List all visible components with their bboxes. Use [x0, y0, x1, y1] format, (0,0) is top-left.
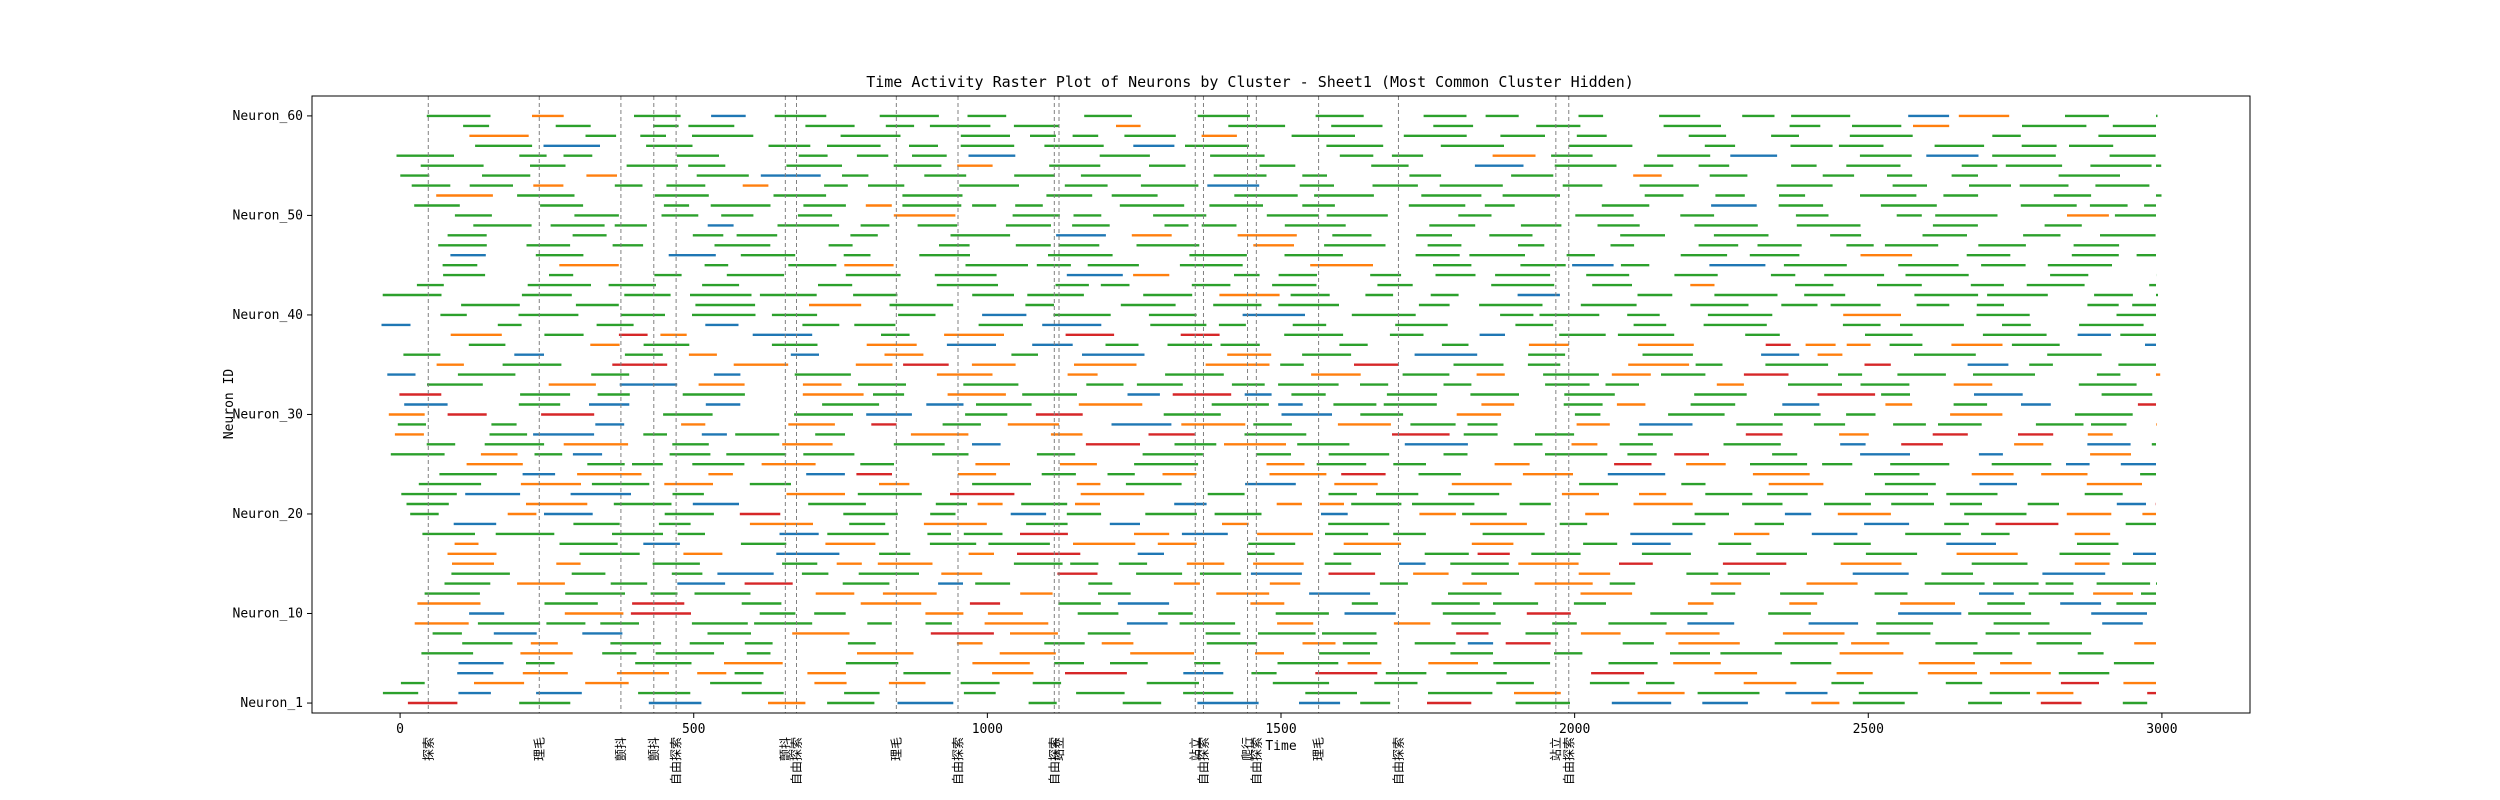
event-label: 站立 [1548, 737, 1563, 761]
y-tick-label: Neuron_20 [233, 507, 303, 522]
y-tick-label: Neuron_60 [233, 109, 303, 124]
x-tick-label: 2500 [1853, 722, 1884, 737]
x-tick-label: 3000 [2146, 722, 2177, 737]
event-label: 站立 [1187, 737, 1202, 761]
event-label: 站立 [1051, 737, 1066, 761]
event-label: 自由探索 [1391, 737, 1405, 785]
event-label: 自由探索 [1249, 737, 1263, 785]
event-label: 颤抖 [778, 737, 792, 761]
event-label: 理毛 [532, 737, 546, 761]
event-label: 理毛 [1312, 737, 1326, 761]
activity-segments [381, 114, 2162, 705]
y-axis-label: Neuron ID [222, 369, 237, 440]
event-label: 自由探索 [790, 737, 804, 785]
y-axis: Neuron_1 Neuron_10 Neuron_20 Neuron_30 Neuro… [233, 109, 312, 711]
x-axis-label: Time [1265, 739, 1296, 754]
x-tick-label: 1500 [1265, 722, 1296, 737]
event-label: 自由探索 [1562, 737, 1576, 785]
event-label: 探索 [421, 737, 435, 761]
x-tick-label: 500 [682, 722, 705, 737]
x-axis: 0 500 1000 1500 2000 2500 3000 [396, 713, 2178, 737]
event-label: 自由探索 [951, 737, 965, 785]
event-label: 自由探索 [1196, 737, 1210, 785]
event-label: 自由探索 [669, 737, 683, 785]
y-tick-label: Neuron_30 [233, 407, 303, 422]
x-tick-label: 0 [396, 722, 404, 737]
y-tick-label: Neuron_40 [233, 308, 303, 323]
event-label: 理毛 [889, 737, 903, 761]
event-label: 爬行 [1241, 737, 1255, 761]
x-tick-label: 2000 [1559, 722, 1590, 737]
event-label: 自由探索 [1047, 737, 1061, 785]
y-tick-label: Neuron_50 [233, 208, 303, 223]
chart-title: Time Activity Raster Plot of Neurons by … [866, 73, 1634, 91]
event-label: 颤抖 [647, 737, 661, 761]
y-tick-label: Neuron_1 [240, 696, 303, 711]
y-tick-label: Neuron_10 [233, 606, 303, 621]
event-label: 颤抖 [614, 737, 628, 761]
x-tick-label: 1000 [972, 722, 1003, 737]
